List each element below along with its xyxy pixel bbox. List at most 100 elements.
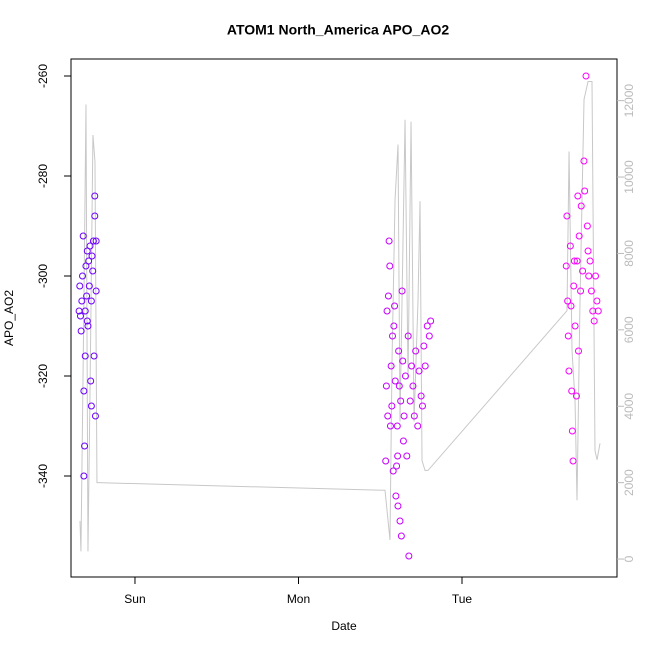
point (397, 397, 405, 405)
point (389, 332, 397, 340)
point (564, 297, 572, 305)
point (80, 387, 88, 395)
altitude-line (79, 81, 601, 552)
point (384, 292, 392, 300)
point (417, 392, 425, 400)
point (403, 452, 411, 460)
y-tick-label: -280 (36, 164, 50, 188)
y2-tick-label: 2000 (622, 469, 636, 496)
point (91, 212, 99, 220)
point (577, 202, 585, 210)
point (410, 412, 418, 420)
point (393, 462, 401, 470)
point (394, 452, 402, 460)
point (571, 322, 579, 330)
point (408, 362, 416, 370)
point (92, 287, 100, 295)
point (87, 377, 95, 385)
point (562, 262, 570, 270)
point (409, 382, 417, 390)
point (570, 282, 578, 290)
point (78, 297, 86, 305)
point (81, 442, 89, 450)
point (88, 252, 96, 260)
point (427, 317, 435, 325)
point (396, 517, 404, 525)
point (394, 502, 402, 510)
point (400, 412, 408, 420)
point (579, 267, 587, 275)
point (397, 532, 405, 540)
point (573, 257, 581, 265)
point (581, 187, 589, 195)
point (395, 382, 403, 390)
point (385, 237, 393, 245)
point (574, 192, 582, 200)
point (568, 427, 576, 435)
point (415, 367, 423, 375)
point (79, 272, 87, 280)
point (386, 262, 394, 270)
point (87, 297, 95, 305)
x-tick-label: Tue (452, 592, 473, 606)
point (582, 72, 590, 80)
point (569, 457, 577, 465)
y-tick-label: -320 (36, 364, 50, 388)
point (401, 372, 409, 380)
point (592, 272, 600, 280)
point (585, 272, 593, 280)
point (570, 257, 578, 265)
point (391, 302, 399, 310)
point (89, 237, 97, 245)
y2-tick-label: 0 (622, 555, 636, 562)
point (420, 342, 428, 350)
point (575, 347, 583, 355)
point (382, 382, 390, 390)
point (580, 157, 588, 165)
point (572, 392, 580, 400)
point (86, 242, 94, 250)
point (391, 377, 399, 385)
point (383, 307, 391, 315)
point (398, 287, 406, 295)
point (414, 422, 422, 430)
point (389, 467, 397, 475)
point (594, 307, 602, 315)
point (563, 212, 571, 220)
point (91, 412, 99, 420)
point (392, 492, 400, 500)
point (387, 362, 395, 370)
point (399, 357, 407, 365)
point (87, 402, 95, 410)
y-tick-label: -340 (36, 464, 50, 488)
point (568, 387, 576, 395)
point (425, 332, 433, 340)
point (388, 402, 396, 410)
point (76, 282, 84, 290)
x-tick-label: Mon (287, 592, 310, 606)
point (80, 472, 88, 480)
point (81, 307, 89, 315)
point (405, 552, 413, 560)
point (382, 457, 390, 465)
point (83, 292, 91, 300)
point (91, 192, 99, 200)
point (90, 352, 98, 360)
y2-tick-label: 8000 (622, 240, 636, 267)
point (593, 297, 601, 305)
point (584, 247, 592, 255)
point (83, 317, 91, 325)
point (566, 242, 574, 250)
point (92, 237, 100, 245)
y-tick-label: -260 (36, 64, 50, 88)
point (418, 402, 426, 410)
x-tick-label: Sun (124, 592, 145, 606)
point (395, 347, 403, 355)
point (577, 287, 585, 295)
point (587, 287, 595, 295)
point (565, 367, 573, 375)
y2-tick-label: 6000 (622, 316, 636, 343)
point (590, 317, 598, 325)
